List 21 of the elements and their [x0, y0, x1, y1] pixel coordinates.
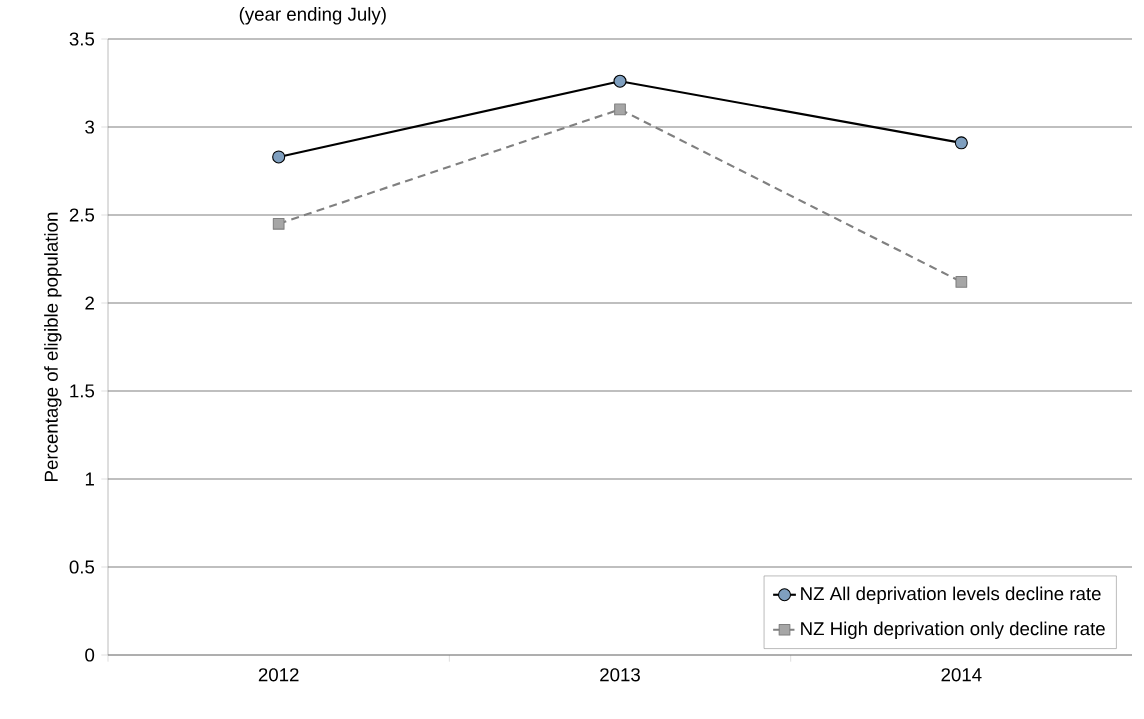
point [272, 150, 286, 164]
y-axis-title: Percentage of eligible population [44, 212, 62, 481]
legend-label: NZ All deprivation levels decline rate [801, 586, 1101, 604]
x-tick-label: 2012 [258, 668, 299, 682]
x-tick-label: 2013 [600, 668, 640, 682]
point [613, 74, 627, 88]
legend-label: NZ High deprivation only decline rate [801, 621, 1105, 639]
y-tick-label: 0.5 [69, 560, 95, 574]
y-tick-label: 0 [85, 648, 95, 662]
point [614, 103, 626, 116]
x-tick-label: 2014 [941, 668, 982, 682]
y-tick-label: 2 [85, 296, 94, 310]
y-tick-label: 3.5 [69, 32, 95, 46]
y-tick-label: 1 [85, 472, 94, 486]
y-tick-label: 2.5 [69, 208, 95, 222]
point [272, 217, 285, 230]
chart-title: (year ending July) [239, 7, 386, 25]
y-tick-label: 1.5 [70, 384, 95, 398]
point [954, 136, 968, 150]
y-tick-label: 3 [85, 120, 95, 134]
point [955, 276, 968, 288]
